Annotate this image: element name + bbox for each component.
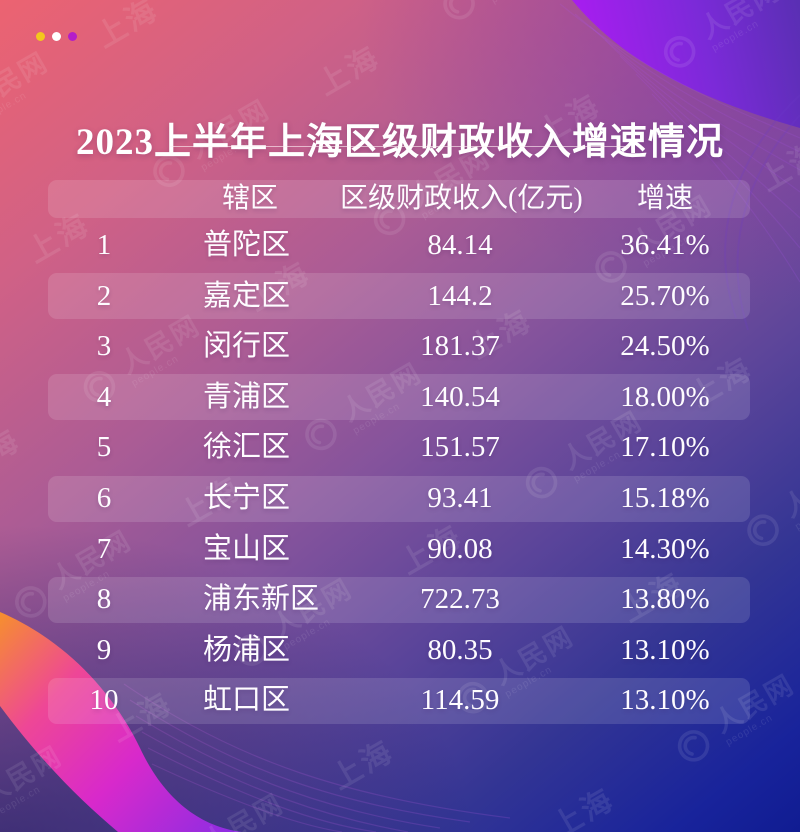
rank-cell: 8 (96, 583, 112, 616)
ranking-table: 辖区 区级财政收入(亿元) 增速 1 普陀区 84.14 36.41% 2 嘉定… (48, 180, 750, 724)
watermark-city: 上海 (0, 423, 27, 486)
revenue-cell: 144.2 (427, 279, 493, 312)
revenue-cell: 93.41 (427, 482, 493, 515)
watermark-sub: people.cn (489, 0, 540, 6)
district-cell: 闵行区 (203, 330, 291, 363)
revenue-cell: 114.59 (420, 684, 500, 717)
table-row: 2 嘉定区 144.2 25.70% (48, 273, 750, 320)
rank-cell: 10 (89, 684, 119, 717)
table-row: 4 青浦区 140.54 18.00% (48, 374, 750, 421)
header-district: 辖区 (221, 183, 278, 214)
table-row: 7 宝山区 90.08 14.30% (48, 526, 750, 572)
growth-cell: 14.30% (620, 532, 710, 565)
revenue-cell: 80.35 (427, 633, 493, 666)
growth-cell: 18.00% (620, 380, 710, 413)
table-header-row: 辖区 区级财政收入(亿元) 增速 (48, 180, 750, 218)
rank-cell: 6 (96, 482, 112, 515)
header-revenue: 区级财政收入(亿元) (340, 183, 583, 214)
growth-cell: 17.10% (620, 431, 710, 464)
revenue-cell: 722.73 (420, 583, 500, 616)
page-title: 2023上半年上海区级财政收入增速情况 (76, 121, 724, 163)
table-row: 3 闵行区 181.37 24.50% (48, 324, 750, 370)
revenue-cell: 151.57 (420, 431, 500, 464)
watermark-city: 上海 (326, 734, 400, 797)
watermark-brand: 人民网 (198, 788, 289, 832)
table-row: 5 徐汇区 151.57 17.10% (48, 425, 750, 471)
watermark-brand: 人民网 (778, 453, 800, 523)
decor-dot-magenta (68, 32, 77, 41)
watermark-sub: people.cn (709, 17, 761, 54)
watermark-city: 上海 (764, 822, 800, 832)
title-divider (170, 146, 630, 147)
revenue-cell: 181.37 (420, 330, 500, 363)
district-cell: 嘉定区 (203, 279, 291, 312)
growth-cell: 36.41% (620, 229, 710, 262)
rank-cell: 1 (96, 229, 112, 262)
people-cn-logo-icon (677, 730, 710, 762)
district-cell: 浦东新区 (203, 583, 320, 616)
rank-cell: 9 (96, 633, 112, 666)
rank-cell: 4 (96, 380, 112, 413)
decor-dot-white (52, 32, 61, 41)
decor-dot-yellow (36, 32, 45, 41)
revenue-cell: 90.08 (427, 532, 493, 565)
revenue-cell: 140.54 (420, 380, 500, 413)
district-cell: 普陀区 (203, 229, 291, 262)
revenue-cell: 84.14 (427, 229, 493, 262)
table-row: 9 杨浦区 80.35 13.10% (48, 627, 750, 673)
rank-cell: 3 (96, 330, 112, 363)
watermark-city: 上海 (546, 782, 621, 832)
table-row: 8 浦东新区 722.73 13.80% (48, 576, 750, 623)
growth-cell: 13.10% (620, 684, 710, 717)
growth-cell: 25.70% (620, 279, 710, 312)
watermark-sub: people.cn (0, 783, 43, 820)
district-cell: 杨浦区 (203, 633, 291, 666)
growth-cell: 15.18% (620, 482, 710, 515)
table-row: 1 普陀区 84.14 36.41% (48, 223, 750, 269)
rank-cell: 2 (96, 279, 112, 312)
watermark-brand: 人民网 (0, 46, 54, 116)
watermark-brand: 人民网 (0, 740, 67, 810)
district-cell: 宝山区 (203, 532, 291, 565)
district-cell: 徐汇区 (203, 431, 291, 464)
watermark-brand: 人民网 (694, 0, 786, 45)
people-cn-logo-icon (663, 36, 696, 68)
growth-cell: 13.10% (620, 633, 710, 666)
district-cell: 青浦区 (203, 380, 291, 413)
table-row: 10 虹口区 114.59 13.10% (48, 677, 750, 724)
district-cell: 长宁区 (203, 482, 291, 515)
table-row: 6 长宁区 93.41 15.18% (48, 475, 750, 522)
district-cell: 虹口区 (203, 684, 291, 717)
watermark-city: 上海 (90, 0, 165, 55)
rank-cell: 5 (96, 431, 112, 464)
watermark-city: 上海 (312, 40, 386, 102)
growth-cell: 24.50% (620, 330, 710, 363)
watermark-sub: people.cn (793, 496, 800, 533)
people-cn-logo-icon (443, 0, 475, 20)
growth-cell: 13.80% (620, 583, 710, 616)
header-growth: 增速 (636, 183, 693, 214)
rank-cell: 7 (96, 532, 112, 565)
